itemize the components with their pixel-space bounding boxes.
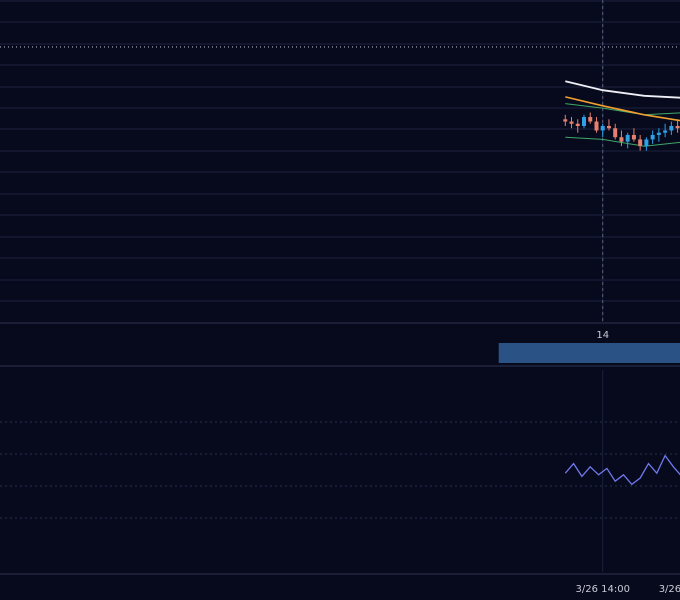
candle-down[interactable] [588,112,593,124]
candle-down[interactable] [638,134,643,151]
price-x-tick-label: 14 [596,330,609,341]
oscillator-grid [0,370,680,575]
oscillator-line [564,454,680,486]
candle-down[interactable] [631,128,636,142]
candle-down[interactable] [569,117,574,129]
candle-body [613,128,618,138]
candle-body [656,132,661,135]
candle-down[interactable] [613,123,618,140]
candle-body [644,139,649,147]
candle-body [594,121,599,131]
candle-body [600,126,605,131]
candle-body [582,117,586,126]
candle-down[interactable] [594,117,599,133]
candlesticks[interactable] [563,92,680,238]
candle-body [675,126,680,129]
oscillator-x-tick-label: 3/26 16:00 [659,584,680,595]
candle-body [563,119,568,122]
candle-up[interactable] [600,123,605,138]
candle-down[interactable] [619,130,624,147]
candle-body [631,134,636,140]
candle-up[interactable] [625,132,630,149]
candle-body [575,123,580,126]
oscillator-series-line [564,454,680,486]
candle-down[interactable] [606,119,611,131]
candle-up[interactable] [582,114,586,129]
session-tokyo [498,343,680,363]
candle-down[interactable] [675,119,680,133]
candle-up[interactable] [669,121,674,135]
session-tokyo-block [498,343,680,363]
candle-body [588,117,593,122]
candle-body [650,134,655,140]
candle-up[interactable] [644,137,649,151]
candle-body [569,121,574,124]
candle-body [663,130,668,133]
candle-body [606,126,611,129]
candle-body [638,139,643,147]
candle-down[interactable] [563,114,568,126]
price-grid [0,0,680,324]
candle-up[interactable] [663,123,668,138]
candle-up[interactable] [656,128,661,142]
candle-up[interactable] [650,130,655,144]
candle-body [625,134,630,142]
candle-body [669,126,674,131]
candle-body [619,137,624,142]
candle-down[interactable] [575,119,580,133]
session-bar: ロンドン 16:00-21:00 JSTNY 21:00-06:00 JST [0,343,680,367]
oscillator-x-axis: 3/26 14:003/26 16:003/26 18:003/26 20:00… [575,584,680,595]
oscillator-x-tick-label: 3/26 14:00 [575,584,629,595]
